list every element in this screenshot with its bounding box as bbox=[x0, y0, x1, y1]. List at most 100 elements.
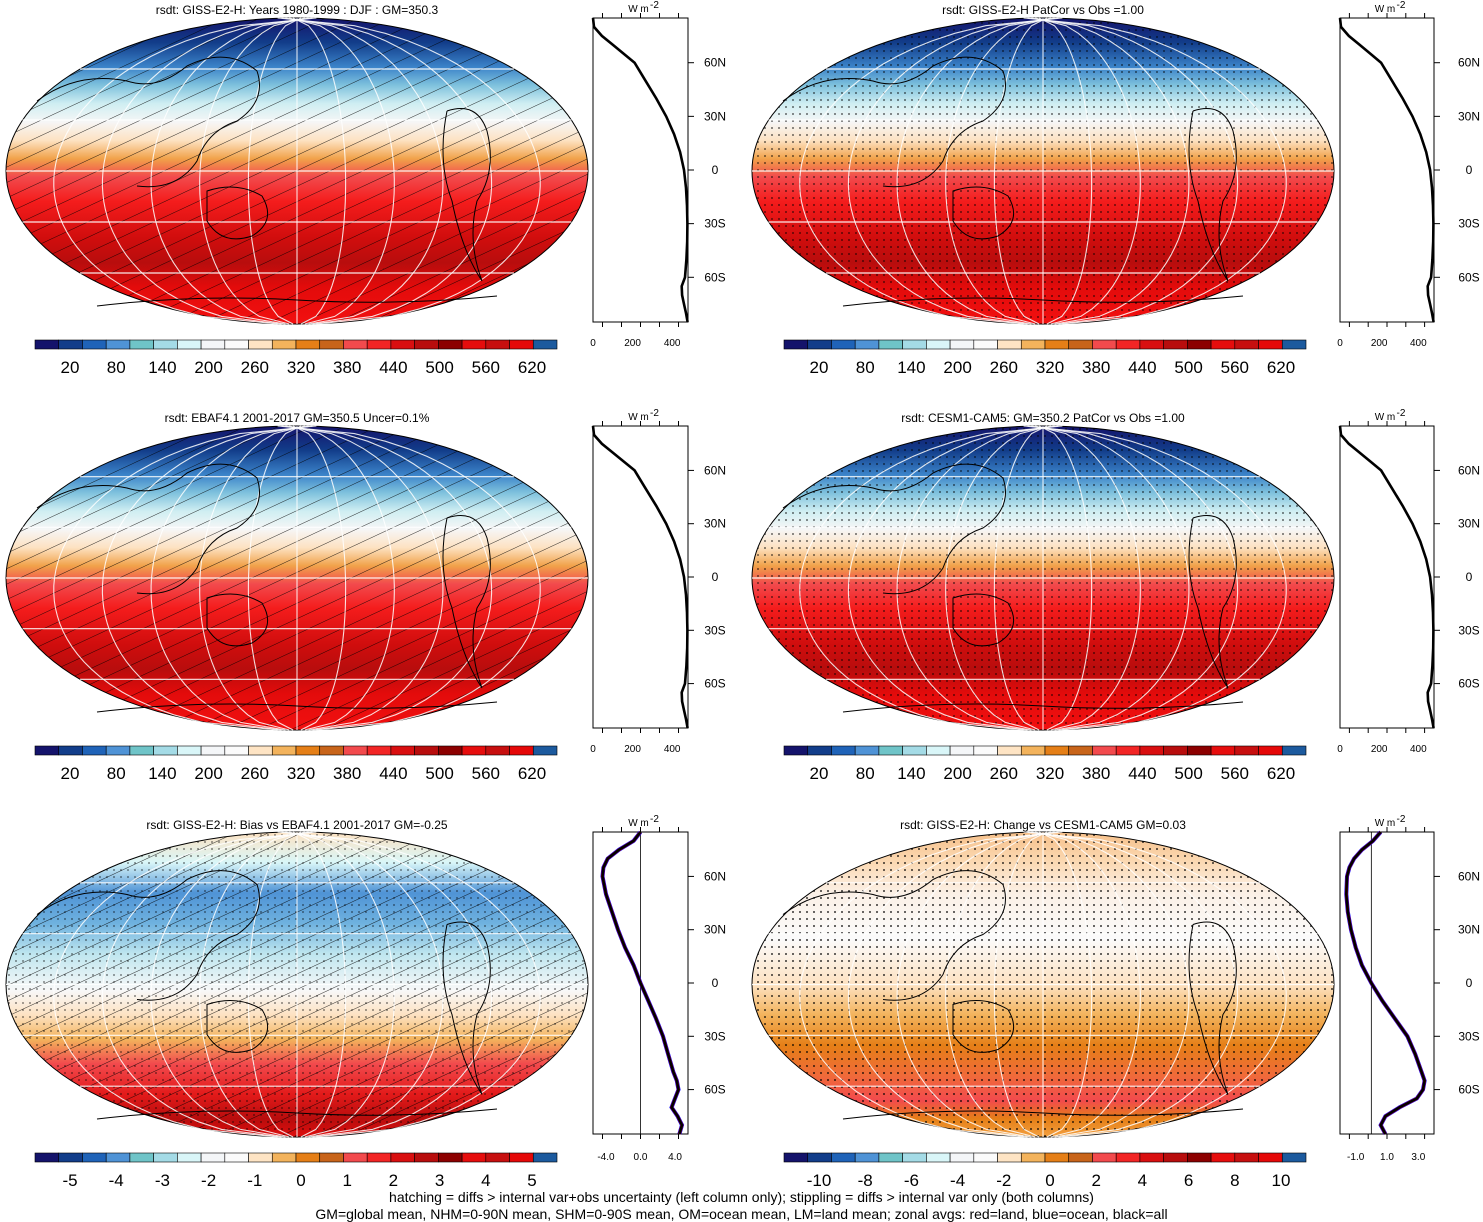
colorbar-label: 560 bbox=[1221, 764, 1249, 783]
colorbar-swatch bbox=[200, 339, 226, 350]
zonal-x-tick-label: 200 bbox=[1371, 338, 1388, 349]
graticule-lon bbox=[1023, 831, 1287, 1138]
colorbar-swatch bbox=[902, 339, 927, 350]
graticule-lon bbox=[1031, 425, 1190, 731]
zonal-mean-plot: W m -2 -4.0 0.0 4.0 60N 30N 0 30S 60S bbox=[592, 814, 726, 1163]
lat-label: 60N bbox=[704, 56, 726, 70]
colorbar-swatch bbox=[224, 1152, 249, 1163]
lat-label: 30N bbox=[704, 517, 726, 531]
lat-label: 60S bbox=[1458, 677, 1479, 691]
zonal-mean-plot: W m -2 -1.0 1.0 3.0 60N 30N 0 30S 60S bbox=[1339, 814, 1480, 1163]
colorbar-swatch bbox=[295, 745, 321, 756]
zonal-x-tick-label: 400 bbox=[664, 338, 681, 349]
colorbar-label: 320 bbox=[1036, 358, 1064, 377]
zonal-unit-exponent: -2 bbox=[650, 814, 659, 825]
colorbar-swatch bbox=[366, 339, 392, 350]
colorbar-swatch bbox=[414, 339, 439, 350]
lat-label: 30N bbox=[1458, 517, 1480, 531]
colorbar-label: 380 bbox=[1082, 764, 1110, 783]
graticule-lon bbox=[277, 831, 541, 1138]
graticule-lon bbox=[285, 831, 444, 1138]
colorbar-swatch bbox=[129, 339, 154, 350]
colorbar-label: 8 bbox=[1230, 1171, 1239, 1190]
colorbar-swatch bbox=[783, 1152, 809, 1163]
graticule-lon bbox=[1031, 831, 1190, 1138]
colorbar-swatch bbox=[1020, 339, 1046, 350]
colorbar-label: -6 bbox=[904, 1171, 919, 1190]
colorbar-swatch bbox=[58, 339, 83, 350]
colorbar-swatch bbox=[854, 1152, 880, 1163]
colorbar-swatch bbox=[1068, 745, 1093, 756]
coastline bbox=[36, 56, 260, 188]
colorbar-swatch bbox=[177, 339, 202, 350]
colorbar-swatch bbox=[973, 745, 998, 756]
colorbar-swatch bbox=[319, 1152, 344, 1163]
colorbar-swatch bbox=[532, 745, 558, 756]
graticule-lon bbox=[799, 425, 1063, 731]
zonal-line-all bbox=[601, 831, 684, 1135]
colorbar-swatch bbox=[319, 745, 344, 756]
colorbar-swatch bbox=[1187, 339, 1212, 350]
zonal-unit: W m bbox=[628, 412, 649, 423]
colorbar-swatch bbox=[1092, 1152, 1117, 1163]
zonal-line-all bbox=[591, 17, 689, 323]
zonal-line-all bbox=[1338, 425, 1435, 729]
coastline bbox=[952, 1000, 1015, 1053]
graticule-lon bbox=[993, 17, 1048, 325]
colorbar-swatch bbox=[1163, 339, 1188, 350]
graticule-lon bbox=[993, 831, 1048, 1138]
colorbar-swatch bbox=[1210, 745, 1236, 756]
colorbar-swatch bbox=[1234, 339, 1259, 350]
colorbar-swatch bbox=[1139, 339, 1164, 350]
colorbar-label: 140 bbox=[148, 358, 176, 377]
zonal-x-tick-label: 200 bbox=[624, 338, 641, 349]
colorbar-swatch bbox=[1115, 1152, 1141, 1163]
colorbar-swatch bbox=[390, 745, 415, 756]
colorbar-swatch bbox=[271, 745, 297, 756]
colorbar-swatch bbox=[34, 339, 60, 350]
graticule-lon bbox=[199, 831, 305, 1138]
zonal-frame bbox=[592, 425, 689, 729]
graticule-lon bbox=[277, 425, 541, 731]
zonal-x-tick-label: -4.0 bbox=[597, 1152, 615, 1163]
coastline bbox=[96, 295, 498, 307]
colorbar-swatch bbox=[129, 1152, 154, 1163]
colorbar-label: 380 bbox=[333, 358, 361, 377]
colorbar-label: -5 bbox=[62, 1171, 77, 1190]
graticule-lon bbox=[199, 17, 305, 325]
colorbar-swatch bbox=[1281, 1152, 1307, 1163]
graticule-lon bbox=[285, 425, 444, 731]
colorbar-swatch bbox=[82, 745, 107, 756]
panel-title: rsdt: EBAF4.1 2001-2017 GM=350.5 Uncer=0… bbox=[165, 411, 430, 425]
coastline bbox=[842, 1108, 1244, 1120]
colorbar-label: 620 bbox=[518, 764, 546, 783]
colorbar-swatch bbox=[1163, 1152, 1188, 1163]
lat-label: 0 bbox=[1466, 976, 1473, 990]
lat-label: 30N bbox=[1458, 109, 1480, 123]
colorbar-swatch bbox=[1187, 745, 1212, 756]
graticule-lon bbox=[847, 17, 1059, 325]
zonal-x-tick-label: 400 bbox=[1410, 338, 1427, 349]
colorbar-swatch bbox=[295, 339, 321, 350]
panel-title: rsdt: GISS-E2-H: Change vs CESM1-CAM5 GM… bbox=[900, 818, 1186, 832]
zonal-x-tick-label: 4.0 bbox=[668, 1152, 682, 1163]
colorbar-label: 440 bbox=[379, 358, 407, 377]
colorbar-swatch bbox=[34, 745, 60, 756]
graticule-lon bbox=[289, 831, 395, 1138]
graticule-lon bbox=[281, 425, 493, 731]
zonal-line-all bbox=[1344, 831, 1426, 1135]
graticule-lon bbox=[281, 831, 493, 1138]
coastline bbox=[206, 186, 269, 240]
colorbar-swatch bbox=[973, 1152, 998, 1163]
graticule-lon bbox=[1027, 831, 1239, 1138]
colorbar-swatch bbox=[949, 745, 975, 756]
colorbar-swatch bbox=[854, 745, 880, 756]
colorbar-swatch bbox=[926, 339, 951, 350]
graticule-lon bbox=[1038, 17, 1093, 325]
zonal-frame bbox=[1339, 17, 1435, 323]
colorbar-swatch bbox=[926, 745, 951, 756]
zonal-x-tick-label: 200 bbox=[1371, 744, 1388, 755]
coastline bbox=[442, 108, 491, 282]
lat-label: 30S bbox=[704, 217, 725, 231]
graticule-lon bbox=[150, 17, 309, 325]
